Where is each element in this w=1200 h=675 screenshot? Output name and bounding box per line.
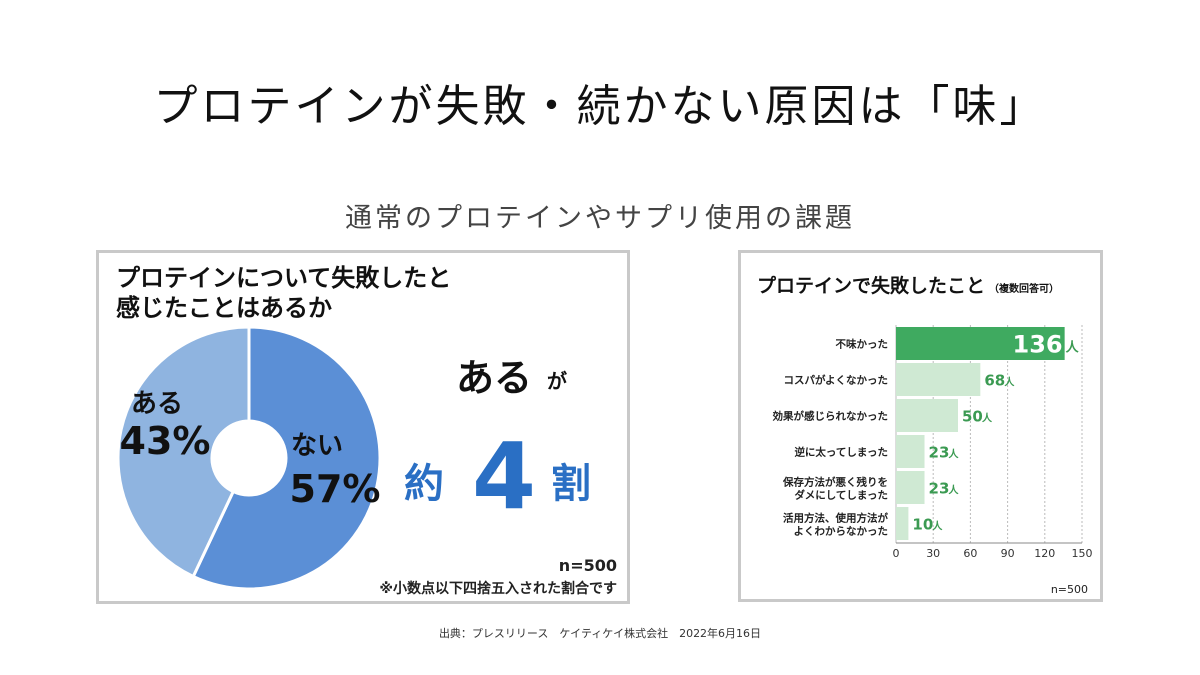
donut-title-line1: プロテインについて失敗したと <box>116 264 452 292</box>
x-tick-label: 90 <box>1001 547 1015 560</box>
x-tick-label: 60 <box>963 547 977 560</box>
bar-unit-label: 人 <box>982 412 993 425</box>
bar-chart-panel: プロテインで失敗したこと （複数回答可） 0 30 60 90 120 150 不味かった 13… <box>738 250 1103 602</box>
bar-unit-label: 人 <box>932 520 943 533</box>
category-label: 逆に太ってしまった <box>794 446 888 459</box>
bar-unit-label: 人 <box>949 448 960 461</box>
source-credit: 出典：プレスリリース ケイティケイ株式会社 2022年6月16日 <box>438 627 762 640</box>
category-label: コスパがよくなかった <box>784 374 888 387</box>
bar-value-label: 23 <box>929 444 950 462</box>
donut-value-yes: 43% <box>120 419 211 463</box>
callout-word: ある <box>456 356 532 400</box>
callout-number: 4 <box>472 423 536 530</box>
bar <box>896 435 925 468</box>
bar <box>896 363 981 396</box>
bar-value-label: 68 <box>984 372 1005 390</box>
donut-chart-title: プロテインについて失敗したと 感じたことはあるか <box>116 263 556 323</box>
bar-sample-size-label: n=500 <box>1050 583 1088 596</box>
donut-chart-panel: プロテインについて失敗したと 感じたことはあるか ない 57% ある 43% ある が… <box>96 250 630 604</box>
donut-slice-no <box>191 325 382 591</box>
x-tick-label: 150 <box>1072 547 1093 560</box>
x-tick-label: 30 <box>926 547 940 560</box>
bar-value-label: 10 <box>912 516 933 534</box>
category-label: 保存方法が悪く残りを <box>782 476 888 489</box>
category-label: 活用方法、使用方法が <box>783 512 888 525</box>
callout: ある が 約 4 割 <box>404 356 591 530</box>
bar-chart-title-note: （複数回答可） <box>989 284 1060 295</box>
callout-particle: が <box>547 369 567 393</box>
callout-prefix: 約 <box>404 461 444 507</box>
bar <box>896 399 958 432</box>
bar-value-label: 50 <box>962 408 983 426</box>
bar-value-label: 136 <box>1013 331 1063 359</box>
category-label: 効果が感じられなかった <box>773 410 889 423</box>
x-tick-label: 120 <box>1034 547 1055 560</box>
bar-unit-label: 人 <box>1004 376 1015 389</box>
bar-value-label: 23 <box>929 480 950 498</box>
callout-suffix: 割 <box>551 461 591 507</box>
donut-label-no: ない <box>291 431 343 461</box>
bar-unit-label: 人 <box>1066 340 1080 356</box>
slide-subtitle: 通常のプロテインやサプリ使用の課題 <box>345 203 855 234</box>
bar <box>896 471 925 504</box>
x-tick-label: 0 <box>893 547 900 560</box>
bar <box>896 327 1065 360</box>
donut-label-yes: ある <box>131 389 183 419</box>
category-label: ダメにしてしまった <box>795 489 888 502</box>
category-label: 不味かった <box>836 338 889 351</box>
sample-size-label: n=500 <box>558 556 617 575</box>
rounding-footnote: ※小数点以下四捨五入された割合です <box>379 581 617 597</box>
bar-unit-label: 人 <box>949 484 960 497</box>
donut-value-no: 57% <box>290 467 381 511</box>
bar-chart-title: プロテインで失敗したこと （複数回答可） <box>757 271 1059 298</box>
slide-title: プロテインが失敗・続かない原因は「味」 <box>153 81 1047 132</box>
bar <box>896 507 909 540</box>
donut-slice-yes <box>116 325 251 579</box>
donut-title-line2: 感じたことはあるか <box>116 294 332 322</box>
bar-chart-title-text: プロテインで失敗したこと <box>757 275 986 297</box>
category-label: よくわからなかった <box>794 526 889 538</box>
